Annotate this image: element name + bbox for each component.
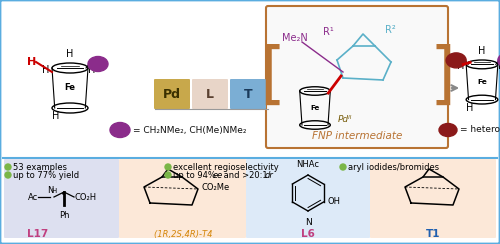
Ellipse shape [439,123,457,136]
Text: NHAc: NHAc [296,160,320,169]
Text: aryl iodides/bromides: aryl iodides/bromides [348,163,439,172]
Circle shape [165,172,171,178]
Text: CO₂H: CO₂H [75,193,97,202]
Text: H: H [458,61,465,71]
Text: R²: R² [384,25,396,35]
FancyBboxPatch shape [370,159,496,238]
Text: H: H [466,102,474,112]
Text: L: L [206,88,214,101]
Text: OH: OH [328,197,340,206]
Circle shape [5,172,11,178]
FancyBboxPatch shape [154,79,190,109]
Text: [: [ [259,44,285,110]
Ellipse shape [110,122,130,138]
Text: H: H [52,188,57,194]
Text: L6: L6 [301,229,315,239]
Circle shape [340,164,346,170]
Text: L17: L17 [28,229,48,239]
Text: up to 77% yield: up to 77% yield [13,171,79,180]
FancyBboxPatch shape [230,79,266,109]
Ellipse shape [498,53,500,68]
Text: ]: ] [429,44,455,110]
FancyBboxPatch shape [119,159,246,238]
Text: (1R,2S,4R)-​T4: (1R,2S,4R)-​T4 [154,230,212,238]
Text: Ac: Ac [28,193,38,202]
Text: H: H [478,46,486,56]
Text: = CH₂NMe₂, CH(Me)NMe₂: = CH₂NMe₂, CH(Me)NMe₂ [133,125,246,134]
Text: Me₂N: Me₂N [282,33,308,43]
Text: up to 94%: up to 94% [173,171,218,180]
Text: FNP intermediate: FNP intermediate [312,131,402,141]
Text: Fe: Fe [64,83,76,92]
Text: H: H [498,61,500,71]
Text: H: H [28,57,36,67]
FancyBboxPatch shape [192,79,228,109]
FancyBboxPatch shape [4,159,119,238]
Text: N: N [47,186,53,195]
Text: T: T [244,88,252,101]
Text: H: H [88,65,96,75]
Circle shape [5,164,11,170]
Ellipse shape [88,57,108,71]
Text: 53 examples: 53 examples [13,163,67,172]
FancyBboxPatch shape [266,6,448,148]
Text: H: H [42,65,50,75]
Text: excellent regioselectivity: excellent regioselectivity [173,163,279,172]
Ellipse shape [446,53,466,68]
Text: H: H [66,49,73,59]
Circle shape [165,164,171,170]
FancyBboxPatch shape [246,159,370,238]
Text: T1: T1 [426,229,440,239]
Text: Ph: Ph [59,211,69,220]
Text: H: H [52,111,60,121]
Text: = hetero(aryl): = hetero(aryl) [460,125,500,134]
Text: R¹: R¹ [322,27,334,37]
Text: CO₂Me: CO₂Me [202,183,230,192]
Text: Fe: Fe [310,105,320,111]
Text: dr: dr [265,171,274,180]
Text: Fe: Fe [477,79,487,85]
Text: N: N [304,218,312,227]
Text: and >20:1: and >20:1 [221,171,270,180]
Text: Pd: Pd [163,88,181,101]
Text: ee: ee [213,171,223,180]
Text: Pdᴵᴵ: Pdᴵᴵ [338,115,352,124]
